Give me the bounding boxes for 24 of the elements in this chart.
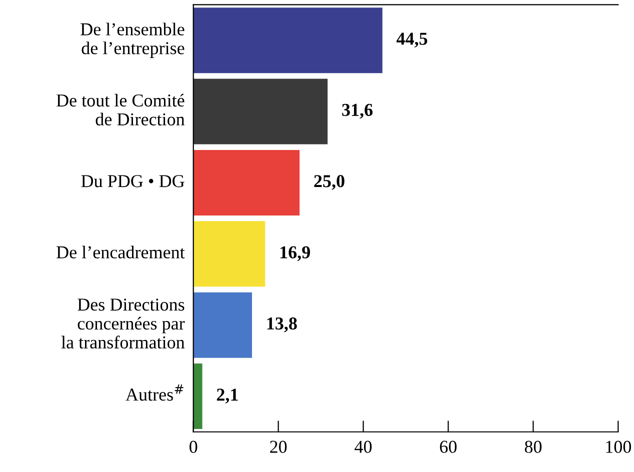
y-tick-label: Autres$^{#}$ [126, 384, 184, 401]
data-label: 2,1 [216, 388, 238, 404]
bar [193, 78, 328, 144]
bar [193, 150, 300, 216]
data-label: 44,5 [396, 32, 428, 48]
bar [193, 221, 266, 287]
y-tick-label: Du PDG • DG [81, 175, 184, 188]
y-tick-label: De l’ensemble de l’entreprise [80, 22, 184, 58]
x-tick-label: 40 [354, 440, 372, 453]
bar [193, 292, 252, 358]
data-label: 16,9 [280, 246, 310, 262]
x-tick-label: 0 [190, 440, 198, 453]
data-label: 31,6 [342, 104, 373, 119]
y-tick-label: Des Directions concernées par la transformation [61, 298, 185, 349]
bar [193, 364, 202, 430]
x-tick-label: 60 [440, 440, 457, 453]
y-tick-label: De tout le Comité de Direction [56, 94, 185, 126]
x-tick-label: 80 [524, 440, 542, 453]
data-label: 25,0 [314, 175, 344, 190]
y-tick-label: De l’encadrement [56, 246, 185, 258]
bar [193, 8, 382, 74]
x-tick-label: 100 [606, 440, 632, 453]
data-label: 13,8 [267, 317, 297, 332]
x-tick-label: 20 [270, 440, 287, 453]
